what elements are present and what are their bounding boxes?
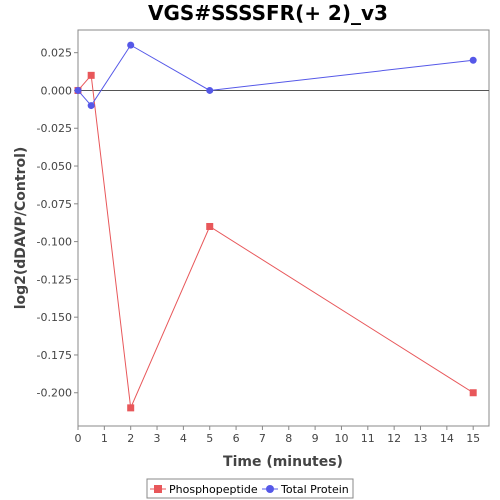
data-point-total-protein xyxy=(127,41,135,49)
data-point-phosphopeptide xyxy=(469,389,477,397)
x-tick-label: 8 xyxy=(285,432,292,445)
y-tick-label: -0.075 xyxy=(37,198,72,211)
legend-label-phosphopeptide: Phosphopeptide xyxy=(169,483,258,496)
x-tick-label: 15 xyxy=(466,432,480,445)
x-tick-label: 7 xyxy=(259,432,266,445)
x-tick-label: 5 xyxy=(206,432,213,445)
x-axis-label: Time (minutes) xyxy=(223,454,343,470)
x-axis: 0 1 2 3 4 5 6 7 8 9 10 11 12 13 14 15 xyxy=(75,426,480,445)
x-tick-label: 10 xyxy=(334,432,348,445)
y-tick-label: -0.125 xyxy=(37,273,72,286)
y-tick-label: 0.025 xyxy=(41,47,73,60)
x-tick-label: 11 xyxy=(361,432,375,445)
chart-title: VGS#SSSSFR(+ 2)_v3 xyxy=(148,1,388,25)
x-tick-label: 6 xyxy=(233,432,240,445)
data-point-phosphopeptide xyxy=(206,222,214,230)
y-tick-label: -0.100 xyxy=(37,236,72,249)
x-tick-label: 13 xyxy=(414,432,428,445)
x-tick-label: 3 xyxy=(154,432,161,445)
y-axis: 0.025 0.000 -0.025 -0.050 -0.075 -0.100 -0.125… xyxy=(37,47,78,400)
legend-label-total-protein: Total Protein xyxy=(280,483,349,496)
data-point-total-protein xyxy=(469,56,477,64)
legend-box xyxy=(146,478,354,499)
y-tick-label: -0.150 xyxy=(37,311,72,324)
legend: Phosphopeptide Total Protein xyxy=(146,478,354,499)
plot-area xyxy=(77,29,490,427)
x-tick-label: 9 xyxy=(312,432,319,445)
data-point-phosphopeptide xyxy=(87,71,95,79)
x-tick-label: 14 xyxy=(440,432,454,445)
x-tick-label: 12 xyxy=(387,432,401,445)
data-point-total-protein xyxy=(74,86,82,94)
legend-marker-total-protein xyxy=(266,485,274,493)
y-tick-label: -0.050 xyxy=(37,160,72,173)
series-layer xyxy=(74,41,477,412)
x-tick-label: 1 xyxy=(101,432,108,445)
data-point-total-protein xyxy=(206,86,214,94)
y-tick-label: -0.175 xyxy=(37,349,72,362)
y-tick-label: -0.200 xyxy=(37,387,72,400)
y-tick-label: -0.025 xyxy=(37,122,72,135)
x-tick-label: 2 xyxy=(127,432,134,445)
data-point-total-protein xyxy=(87,102,95,110)
y-axis-label: log2(dDAVP/Control) xyxy=(13,147,29,310)
y-tick-label: 0.000 xyxy=(41,84,73,97)
x-tick-label: 0 xyxy=(75,432,82,445)
legend-marker-phosphopeptide xyxy=(154,485,162,493)
data-point-phosphopeptide xyxy=(127,404,135,412)
x-tick-label: 4 xyxy=(180,432,187,445)
